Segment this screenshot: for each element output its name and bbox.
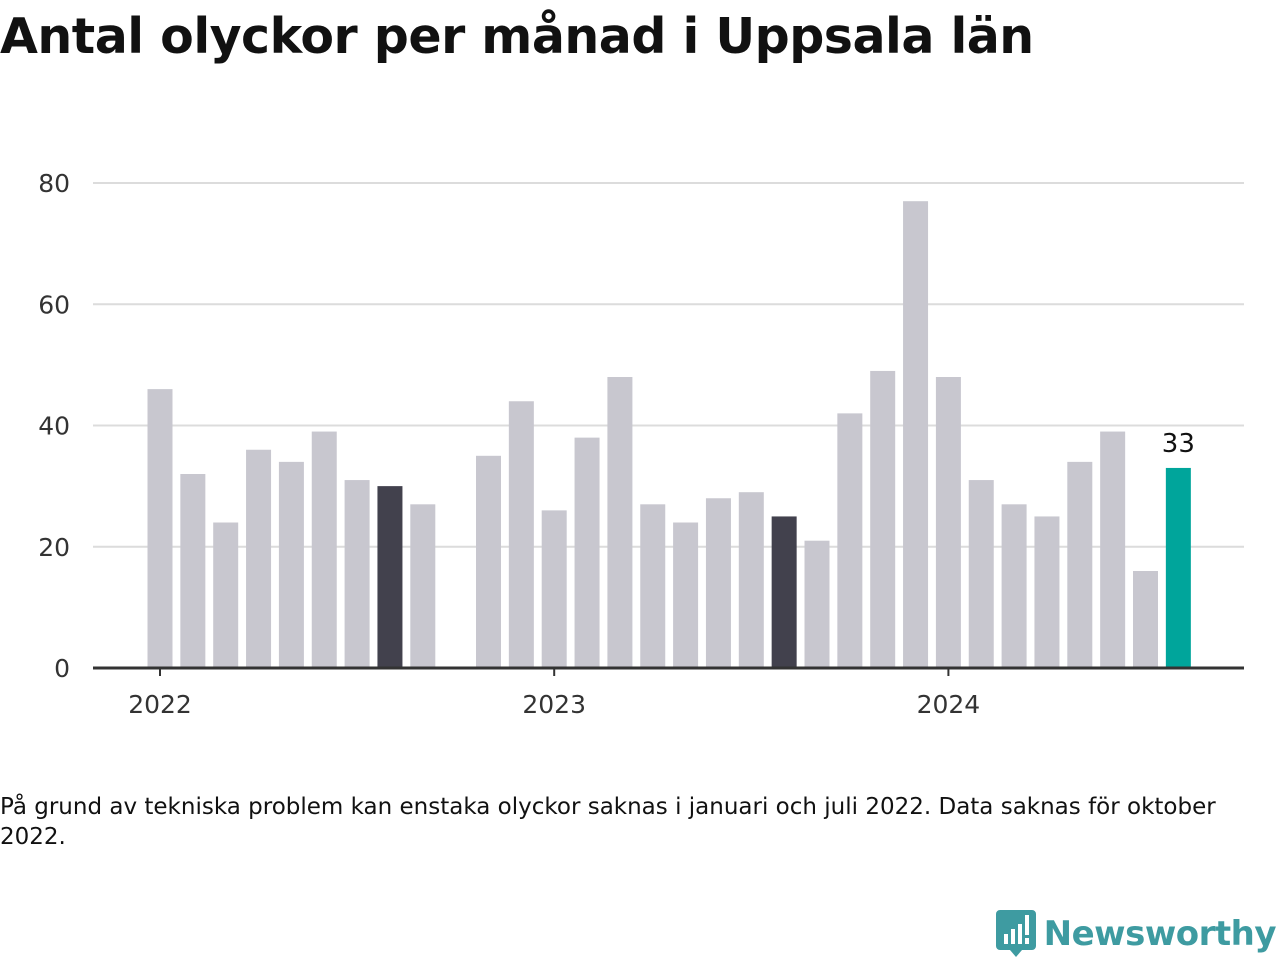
bar — [1001, 504, 1027, 668]
bar-highlight — [771, 516, 797, 668]
x-tick-label: 2022 — [128, 690, 192, 719]
y-tick-label: 40 — [38, 412, 70, 441]
bar — [837, 413, 863, 668]
brand-name: Newsworthy — [1043, 914, 1277, 954]
y-tick-label: 60 — [38, 290, 70, 319]
brand-logo[interactable]: Newsworthy — [995, 910, 1277, 958]
bar — [640, 504, 666, 668]
bar — [1133, 571, 1158, 668]
bar — [476, 455, 501, 668]
bar — [968, 480, 994, 668]
bar — [870, 370, 896, 668]
y-axis-ticks: 0 20 40 60 80 — [38, 169, 70, 683]
bar — [705, 498, 731, 668]
bar-chart: 0 20 40 60 80 2022 2023 2024 33 — [38, 169, 1244, 719]
bar — [1100, 431, 1126, 668]
bar — [344, 480, 370, 668]
bar — [673, 522, 699, 668]
bars — [147, 201, 1191, 668]
bar — [278, 461, 304, 668]
bar-highlight — [377, 486, 403, 668]
y-tick-label: 80 — [38, 169, 70, 198]
bar — [147, 389, 173, 668]
bar — [738, 492, 764, 668]
bar — [410, 504, 436, 668]
newsworthy-logo-icon — [995, 910, 1036, 957]
bar — [311, 431, 337, 668]
x-tick-label: 2023 — [522, 690, 586, 719]
bar — [1034, 516, 1060, 668]
bar — [607, 377, 633, 668]
bar — [903, 201, 929, 668]
value-labels: 33 — [1162, 429, 1195, 459]
bar — [213, 522, 239, 668]
bar — [180, 474, 206, 668]
bar-latest — [1165, 467, 1191, 668]
bar — [935, 377, 961, 668]
bar — [541, 510, 567, 668]
value-label: 33 — [1162, 429, 1195, 459]
footnote: På grund av tekniska problem kan enstaka… — [0, 794, 1216, 850]
chart-title: Antal olyckor per månad i Uppsala län — [0, 8, 1034, 65]
bar — [574, 437, 600, 668]
bar — [508, 401, 534, 668]
bar — [246, 449, 272, 668]
bar — [804, 540, 830, 668]
x-tick-label: 2024 — [917, 690, 981, 719]
y-tick-label: 0 — [54, 654, 70, 683]
x-axis-ticks: 2022 2023 2024 — [128, 668, 980, 719]
y-tick-label: 20 — [38, 533, 70, 562]
bar — [1067, 461, 1093, 668]
